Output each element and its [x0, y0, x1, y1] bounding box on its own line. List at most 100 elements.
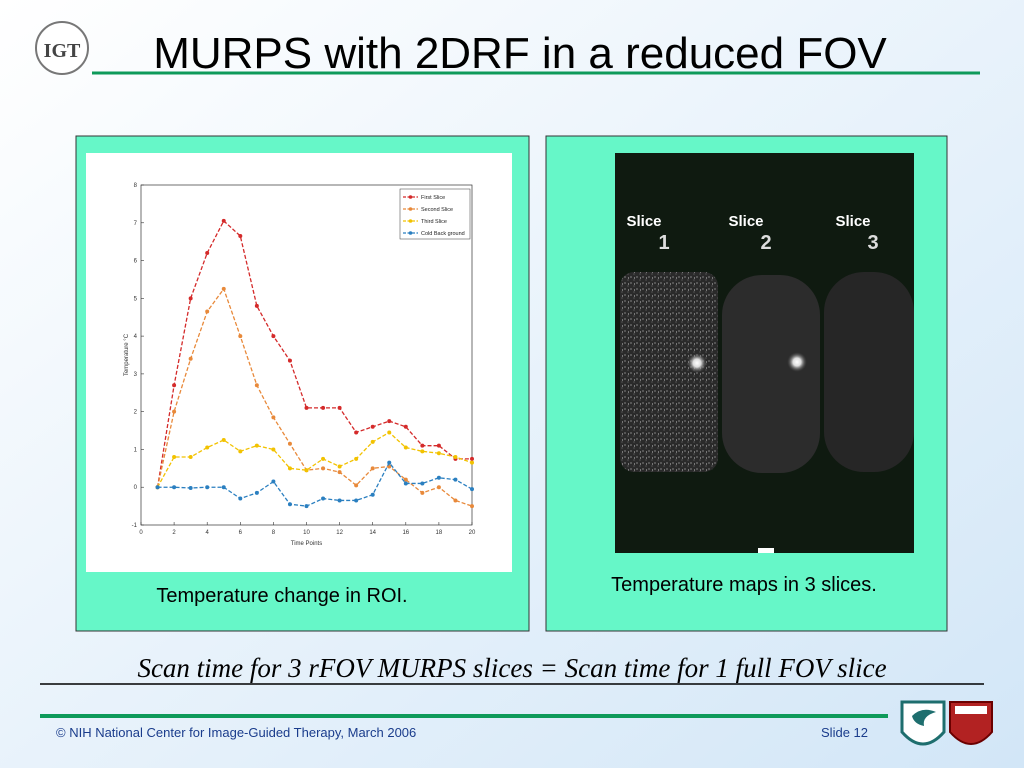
point	[436, 475, 441, 480]
point	[470, 456, 474, 461]
point	[370, 492, 375, 497]
x-tick-label: 4	[206, 530, 210, 536]
y-tick-label: 0	[134, 485, 138, 491]
point	[188, 356, 193, 361]
title: MURPS with 2DRF in a reduced FOV	[153, 29, 887, 78]
slice-label: Slice	[728, 213, 763, 230]
point	[354, 483, 359, 488]
point	[271, 479, 276, 484]
point	[238, 234, 243, 238]
point	[221, 485, 226, 490]
point	[354, 430, 359, 435]
series-line	[157, 461, 473, 507]
right-caption: Temperature maps in 3 slices.	[611, 574, 877, 596]
point	[172, 455, 177, 459]
point	[254, 303, 259, 308]
point	[337, 498, 342, 503]
slice-number: 1	[658, 232, 669, 254]
x-tick-label: 0	[139, 530, 143, 536]
point	[337, 464, 342, 469]
point	[354, 456, 359, 461]
point	[205, 445, 210, 450]
legend-marker	[408, 207, 413, 211]
hot-spot	[687, 353, 707, 373]
slice-label: Slice	[626, 213, 661, 230]
point	[238, 496, 243, 501]
x-tick-label: 2	[172, 530, 176, 536]
point	[321, 466, 326, 471]
point	[370, 424, 375, 429]
legend-label: Cold Back ground	[421, 231, 465, 237]
slice-map	[824, 272, 914, 472]
point	[321, 456, 326, 461]
x-axis-label: Time Points	[291, 541, 322, 547]
point	[205, 485, 210, 490]
point	[188, 485, 193, 490]
y-tick-label: -1	[132, 523, 138, 529]
point	[304, 504, 309, 509]
y-tick-label: 6	[134, 259, 138, 265]
point	[403, 481, 408, 486]
hhs-logo-mark	[912, 709, 936, 726]
point	[470, 460, 474, 465]
point	[205, 251, 210, 255]
x-tick-label: 20	[469, 530, 476, 536]
statement: Scan time for 3 rFOV MURPS slices = Scan…	[137, 653, 886, 683]
point	[420, 449, 425, 454]
x-tick-label: 8	[272, 530, 276, 536]
point	[287, 358, 292, 363]
x-tick-label: 14	[369, 530, 376, 536]
point	[221, 218, 226, 223]
legend-label: Third Slice	[421, 219, 447, 225]
y-tick-label: 7	[134, 221, 138, 227]
point	[188, 455, 193, 459]
point	[188, 296, 193, 301]
point	[205, 309, 210, 314]
hot-spot	[787, 352, 807, 372]
legend-marker	[408, 231, 413, 235]
point	[172, 409, 177, 414]
point	[370, 439, 375, 444]
y-axis-label: Temperature °C	[124, 333, 130, 376]
point	[254, 383, 259, 388]
point	[337, 470, 342, 475]
point	[221, 438, 226, 442]
y-tick-label: 3	[134, 372, 138, 378]
y-tick-label: 8	[134, 183, 138, 189]
x-tick-label: 10	[303, 530, 310, 536]
point	[254, 443, 259, 448]
point	[271, 447, 276, 452]
x-tick-label: 18	[436, 530, 443, 536]
slice-label: Slice	[835, 213, 870, 230]
slice-number: 2	[760, 232, 771, 254]
harvard-logo-band	[955, 706, 987, 714]
point	[453, 455, 458, 459]
series-line	[156, 287, 473, 507]
point	[420, 481, 425, 486]
series-line	[156, 219, 472, 488]
left-caption: Temperature change in ROI.	[156, 585, 407, 607]
x-tick-label: 12	[336, 530, 343, 536]
point	[304, 468, 309, 473]
slice-number: 3	[867, 232, 878, 254]
footer-copyright: © NIH National Center for Image-Guided T…	[56, 725, 416, 740]
point	[321, 496, 326, 501]
point	[387, 430, 392, 435]
point	[337, 405, 342, 410]
point	[172, 383, 177, 388]
point	[238, 334, 243, 339]
point	[155, 485, 160, 490]
point	[354, 498, 359, 503]
point	[436, 443, 441, 448]
slice-map	[722, 275, 820, 473]
point	[387, 460, 392, 465]
point	[403, 445, 408, 450]
point	[370, 466, 375, 471]
y-tick-label: 2	[134, 410, 138, 416]
x-tick-label: 16	[402, 530, 409, 536]
point	[304, 405, 309, 410]
point	[271, 334, 276, 339]
point	[470, 504, 474, 509]
point	[403, 477, 408, 482]
